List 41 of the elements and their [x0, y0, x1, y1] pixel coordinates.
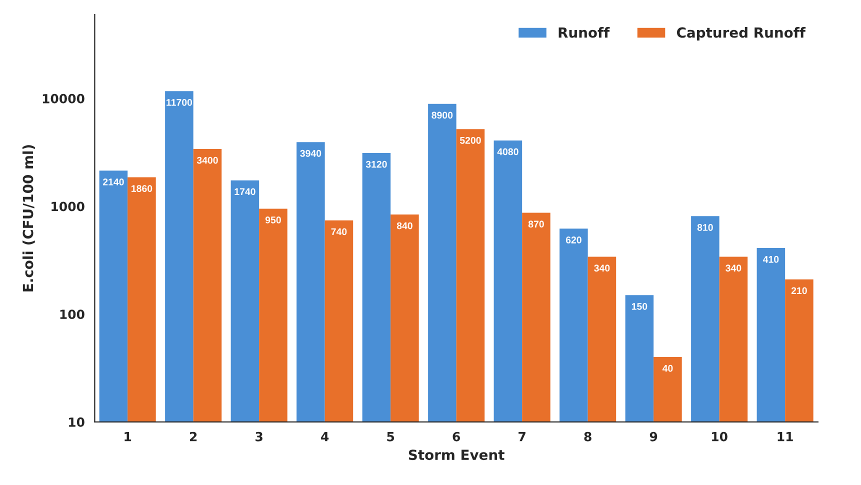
x-tick-label: 6 [452, 432, 460, 442]
x-tick-label: 2 [190, 432, 197, 442]
legend-label: Captured Runoff [676, 27, 806, 40]
x-tick-label: 3 [256, 432, 262, 442]
x-tick-label: 8 [584, 432, 592, 442]
data-label: 210 [791, 287, 807, 294]
data-label: 4080 [497, 148, 518, 156]
y-tick-label: 10 [69, 417, 84, 427]
x-tick-label: 10 [712, 432, 728, 442]
data-label: 40 [662, 364, 673, 372]
data-label: 3940 [300, 150, 322, 157]
data-label: 410 [762, 256, 779, 263]
data-label: 1740 [234, 188, 256, 196]
x-tick-label: 11 [778, 432, 793, 442]
data-label: 150 [632, 302, 648, 310]
data-label: 810 [697, 224, 713, 231]
data-label: 840 [396, 222, 412, 230]
x-axis-title: Storm Event [408, 450, 504, 460]
y-tick-label: 1000 [52, 202, 84, 212]
y-tick-label: 100 [60, 310, 84, 320]
data-label: 340 [594, 264, 610, 272]
x-tick-label: 9 [650, 432, 658, 442]
data-label: 340 [726, 264, 742, 272]
y-axis-title: E.coli (CFU/100 ml) [22, 145, 35, 292]
data-label: 1860 [132, 185, 152, 192]
y-tick-label: 10000 [42, 94, 84, 104]
legend-label: Runoff [558, 27, 610, 38]
x-tick-label: 4 [321, 432, 329, 442]
data-label: 620 [566, 236, 582, 244]
data-label: 8900 [432, 112, 453, 119]
data-label: 11700 [166, 98, 192, 106]
data-label: 3120 [366, 160, 387, 168]
data-label: 740 [331, 228, 347, 236]
data-label: 5200 [460, 136, 481, 144]
x-tick-label: 7 [518, 432, 526, 442]
x-tick-label: 5 [387, 432, 394, 442]
data-label: 2140 [102, 178, 124, 186]
data-label: 3400 [196, 156, 218, 164]
data-label: 870 [528, 220, 544, 228]
data-label: 950 [265, 216, 281, 224]
x-tick-label: 1 [124, 432, 132, 442]
